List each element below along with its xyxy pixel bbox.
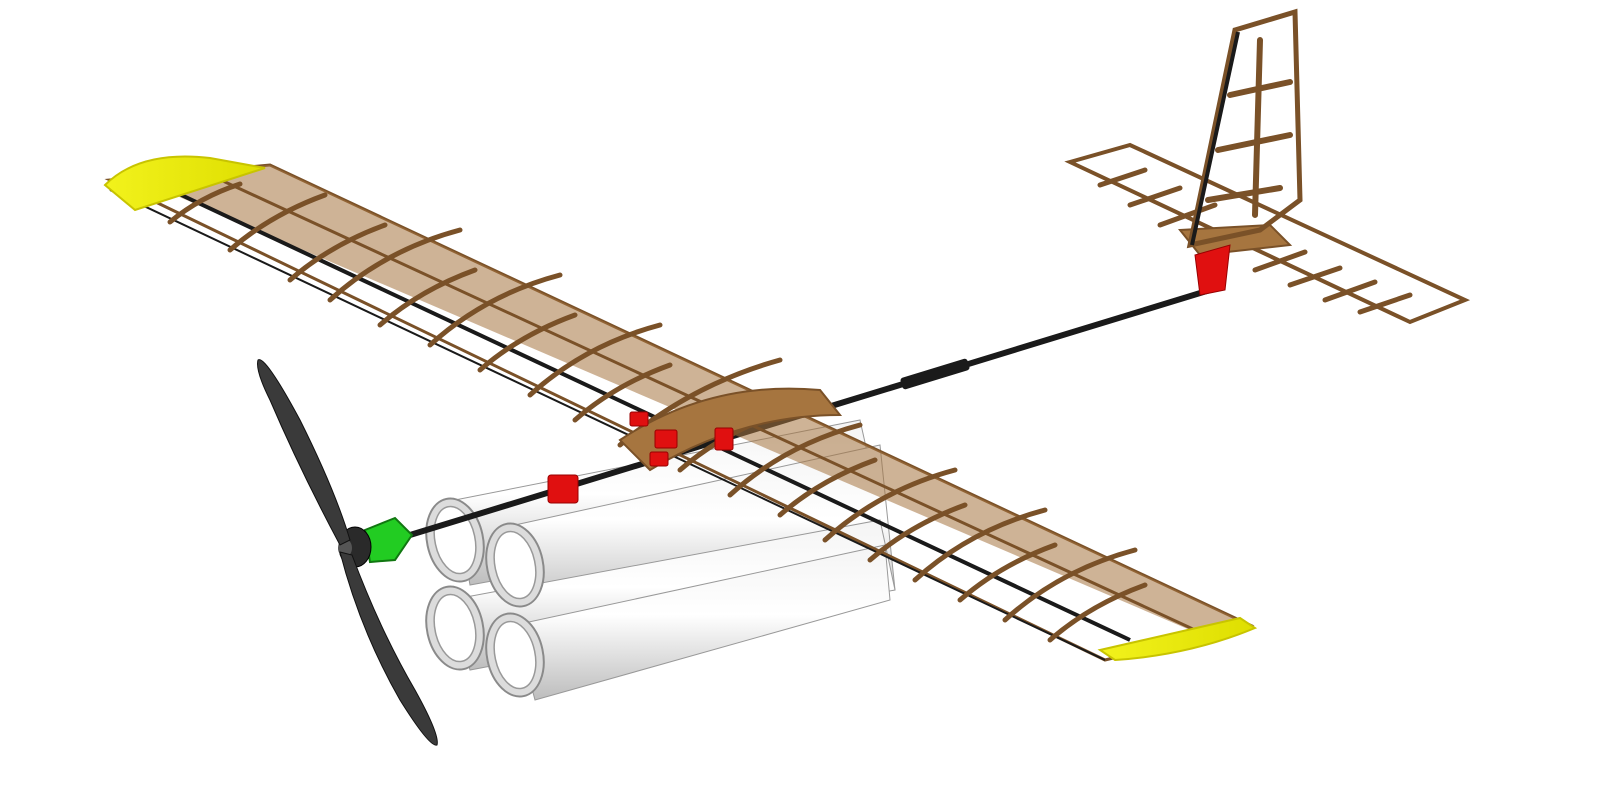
left-wingtip [103,155,266,212]
vertical-stabilizer [1186,8,1303,249]
tail-boom-coupler [900,358,970,390]
motor-mount [363,516,414,564]
right-wingtip [1097,616,1258,662]
horizontal-stabilizer [1064,142,1471,325]
propeller [257,359,438,746]
wing-mounts [547,411,734,504]
tail-mount [1194,244,1231,296]
